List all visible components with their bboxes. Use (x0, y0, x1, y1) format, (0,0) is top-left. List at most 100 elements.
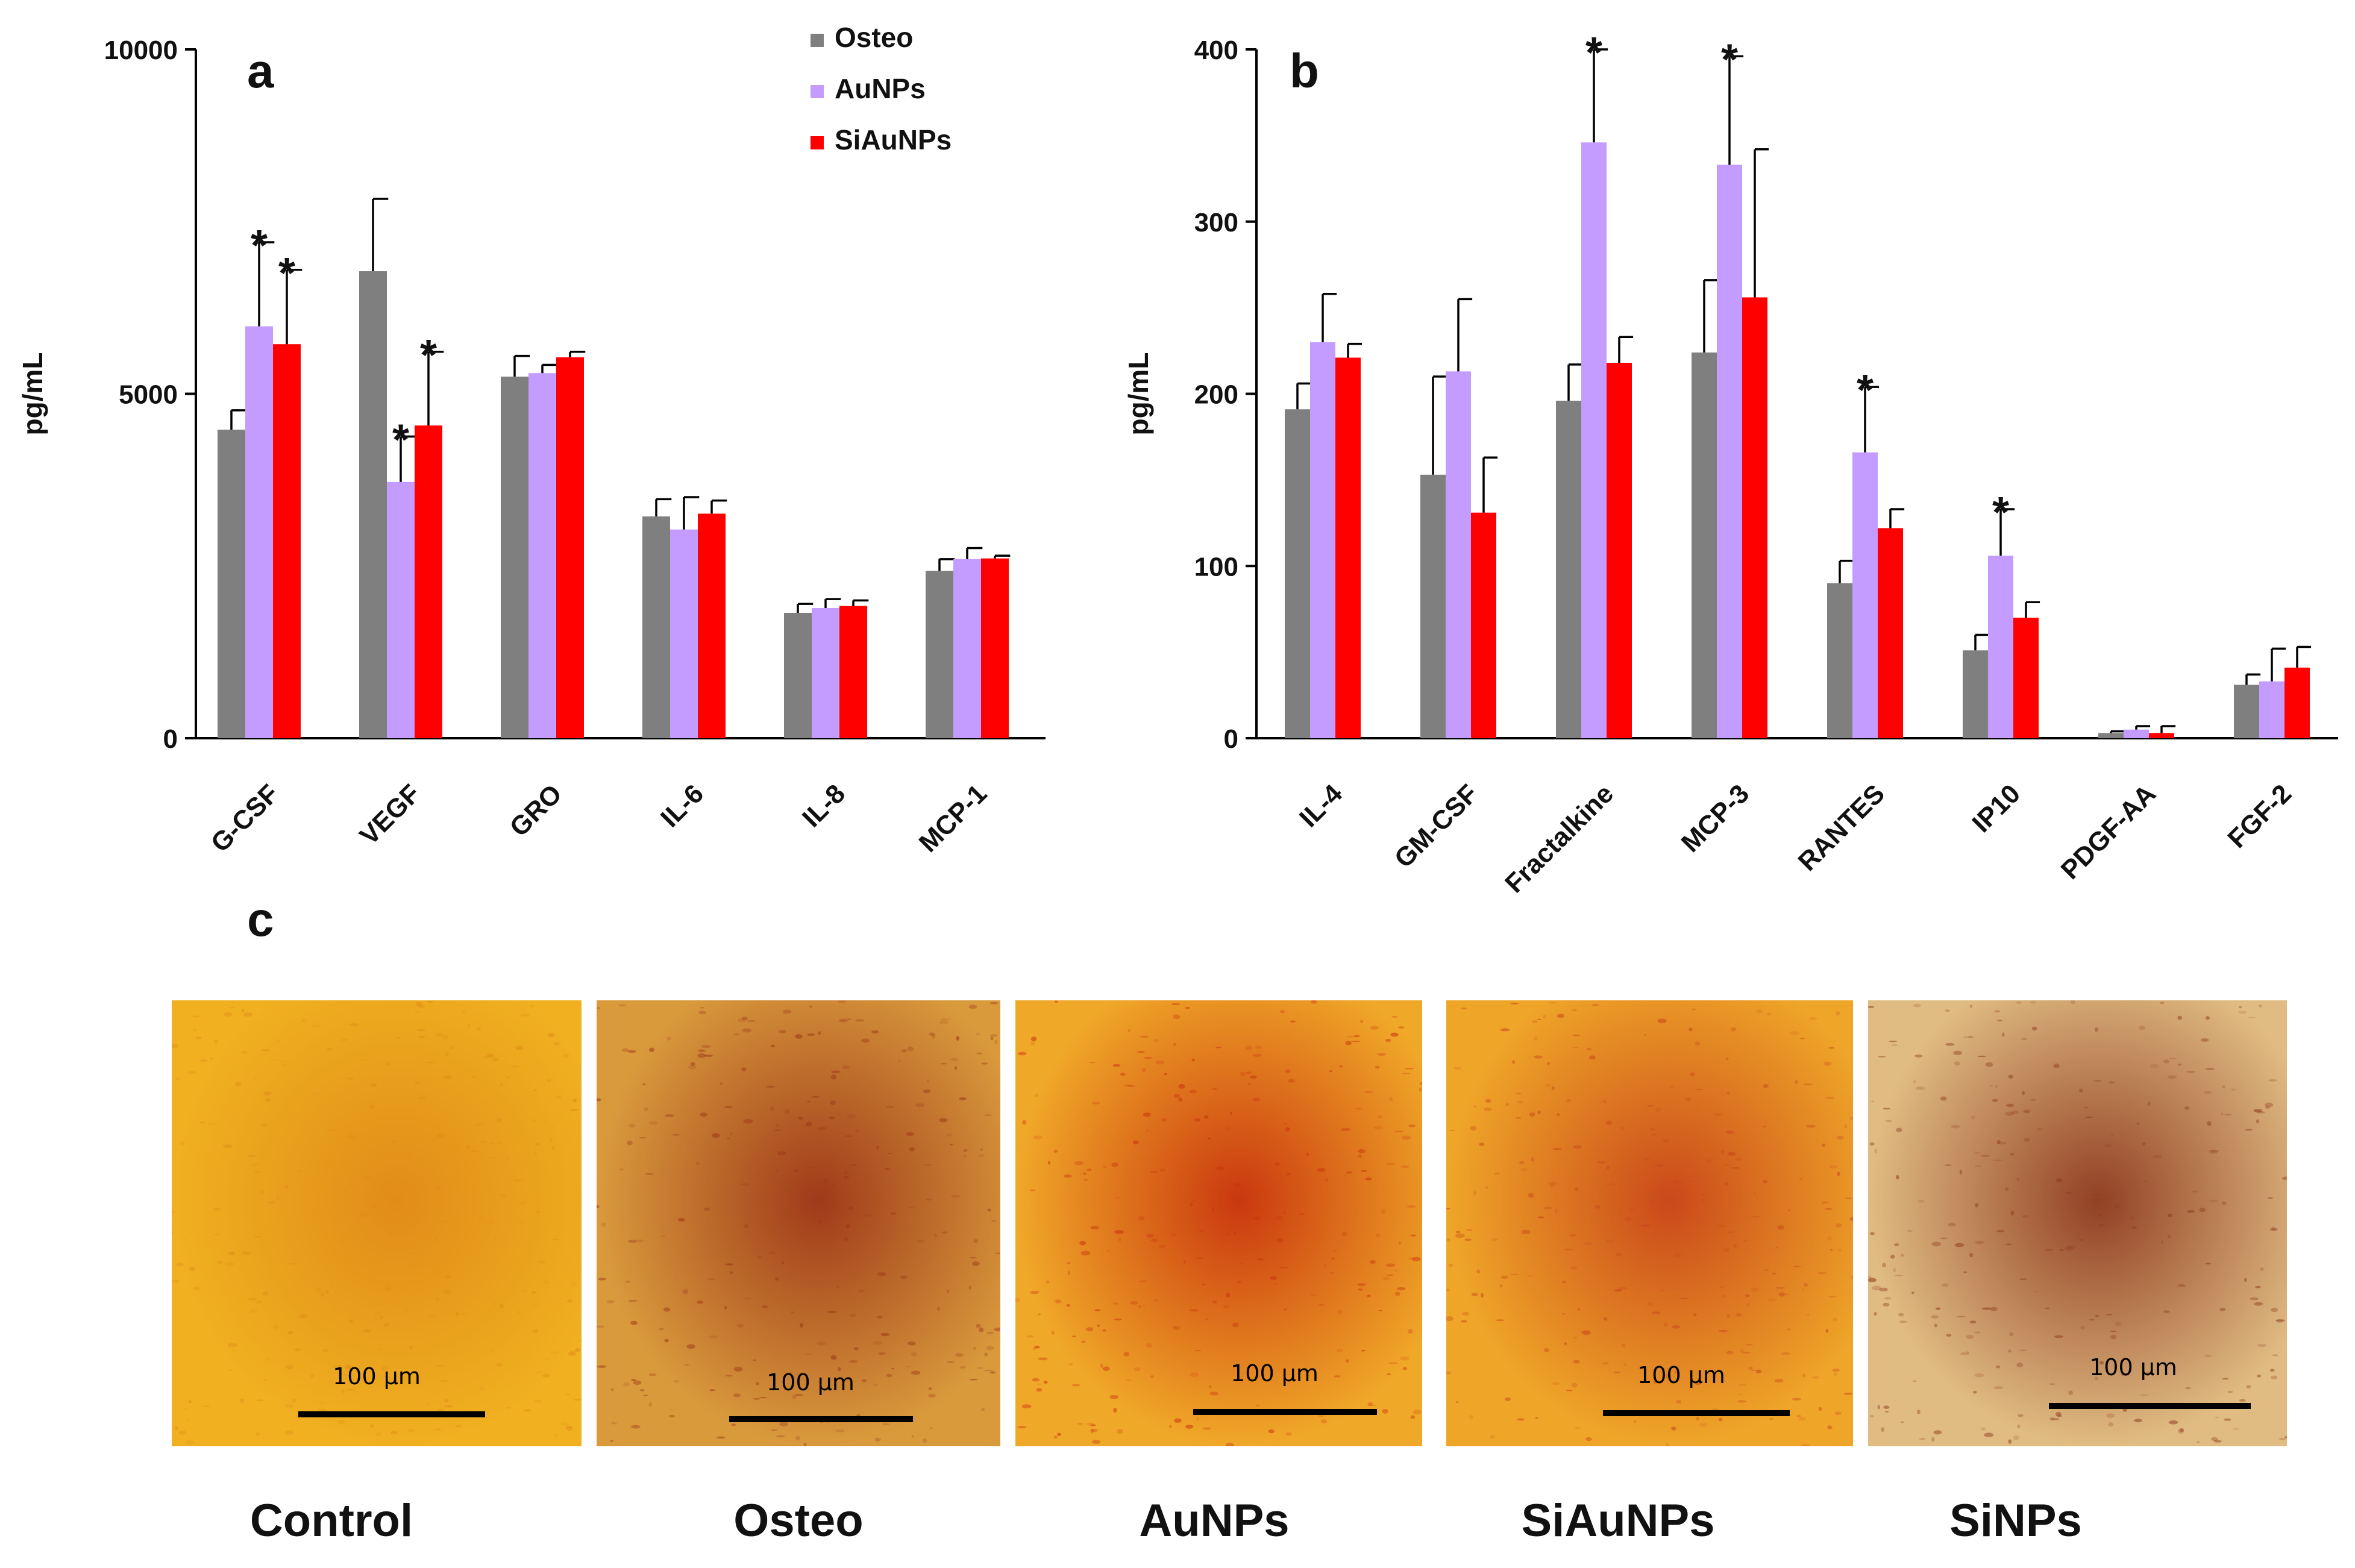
texture-speck (2205, 1262, 2211, 1265)
texture-speck (684, 1364, 690, 1366)
texture-speck (1173, 1093, 1180, 1098)
texture-speck (1386, 1373, 1391, 1375)
texture-speck (1145, 1129, 1150, 1132)
texture-speck (497, 1141, 503, 1145)
texture-speck (482, 1056, 490, 1058)
texture-speck (2134, 1419, 2142, 1423)
texture-speck (242, 1251, 251, 1256)
texture-speck (2205, 1067, 2215, 1070)
texture-speck (2253, 1109, 2262, 1112)
texture-speck (1032, 1378, 1040, 1382)
texture-speck (1890, 1044, 1899, 1046)
texture-speck (1582, 1331, 1591, 1335)
texture-speck (1092, 1440, 1101, 1444)
texture-speck (929, 1032, 935, 1036)
texture-speck (742, 1017, 748, 1021)
texture-speck (1401, 1072, 1411, 1074)
texture-speck (1772, 1273, 1776, 1275)
texture-speck (1143, 1112, 1151, 1117)
texture-speck (1358, 1154, 1362, 1158)
texture-speck (390, 1431, 398, 1435)
texture-speck (643, 1394, 648, 1397)
texture-speck (597, 1365, 607, 1369)
texture-speck (597, 1325, 604, 1328)
texture-speck (1603, 1100, 1607, 1103)
texture-speck (1934, 1323, 1937, 1328)
texture-speck (1195, 1257, 1205, 1259)
texture-speck (457, 1302, 463, 1304)
texture-speck (2059, 1249, 2064, 1251)
texture-speck (1969, 1252, 1974, 1258)
texture-speck (876, 1316, 883, 1319)
y-tick-label: 300 (1194, 208, 1238, 237)
texture-speck (575, 1347, 581, 1352)
texture-speck (983, 1114, 992, 1116)
texture-speck (847, 1114, 856, 1119)
texture-speck (1562, 1281, 1566, 1284)
texture-speck (1103, 1165, 1107, 1168)
texture-speck (1100, 1363, 1103, 1369)
texture-speck (547, 1079, 551, 1082)
texture-speck (1966, 1351, 1970, 1355)
texture-speck (2204, 1091, 2212, 1094)
texture-speck (759, 1396, 768, 1399)
texture-speck (891, 1367, 894, 1370)
texture-speck (1545, 1083, 1551, 1087)
texture-speck (837, 1000, 847, 1003)
texture-speck (701, 1044, 711, 1049)
texture-speck (1618, 1287, 1628, 1290)
texture-speck (1844, 1124, 1848, 1129)
texture-speck (2106, 1314, 2113, 1316)
texture-speck (1992, 1099, 1998, 1102)
texture-speck (963, 1155, 967, 1158)
texture-speck (706, 1278, 716, 1281)
texture-speck (2008, 1439, 2012, 1444)
texture-speck (2079, 1088, 2083, 1093)
texture-speck (932, 1033, 936, 1039)
texture-speck (1470, 1126, 1477, 1131)
texture-speck (720, 1082, 723, 1085)
texture-speck (251, 1163, 260, 1167)
texture-speck (213, 1039, 218, 1044)
texture-speck (1310, 1000, 1318, 1004)
texture-speck (1408, 1124, 1416, 1127)
texture-speck (1564, 1249, 1573, 1250)
texture-speck (1554, 1209, 1558, 1214)
texture-speck (907, 1046, 914, 1052)
texture-speck (631, 1379, 636, 1382)
texture-speck (476, 1027, 481, 1030)
texture-speck (444, 1399, 449, 1403)
texture-speck (410, 1253, 418, 1255)
texture-speck (802, 1124, 809, 1127)
texture-speck (1391, 1015, 1398, 1018)
texture-speck (2219, 1308, 2226, 1311)
texture-speck (1663, 1323, 1668, 1326)
texture-speck (2140, 1394, 2149, 1396)
texture-speck (1398, 1241, 1402, 1245)
texture-speck (1395, 1291, 1400, 1296)
texture-speck (2104, 1144, 2112, 1147)
texture-speck (2018, 1349, 2027, 1352)
texture-speck (1803, 1083, 1813, 1085)
texture-speck (2094, 1027, 2098, 1032)
texture-speck (1178, 1097, 1183, 1102)
texture-speck (253, 1236, 263, 1238)
texture-speck (1090, 1428, 1098, 1432)
texture-speck (747, 1020, 756, 1022)
texture-speck (1542, 1015, 1546, 1018)
texture-speck (1120, 1073, 1126, 1076)
texture-speck (455, 1425, 462, 1428)
texture-speck (1090, 1424, 1096, 1426)
texture-speck (1666, 1443, 1670, 1446)
texture-speck (1064, 1174, 1072, 1178)
texture-speck (861, 1038, 870, 1043)
texture-speck (216, 1260, 224, 1264)
texture-speck (2269, 1369, 2275, 1372)
texture-speck (806, 1121, 813, 1126)
texture-speck (1974, 1240, 1984, 1244)
bar-osteo-il-6 (642, 516, 670, 738)
scale-bar-label: 100 µm (2089, 1354, 2177, 1381)
texture-speck (1874, 1312, 1877, 1316)
texture-speck (1471, 1293, 1478, 1297)
texture-speck (843, 1237, 848, 1241)
